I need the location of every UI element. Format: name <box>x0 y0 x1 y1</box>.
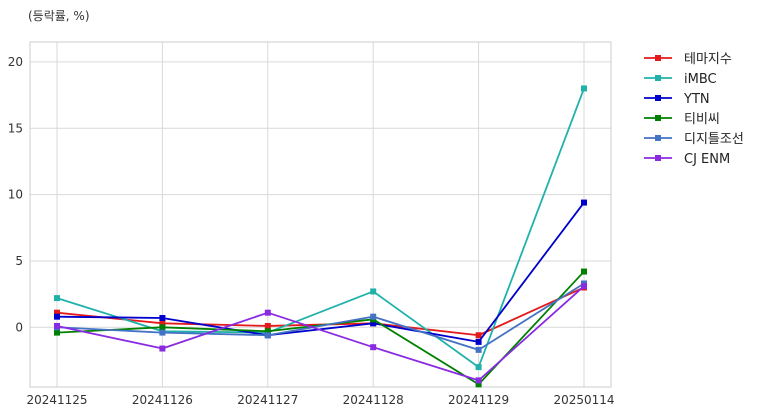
data-point <box>475 338 482 345</box>
legend-item: CJ ENM <box>644 152 730 167</box>
data-point <box>159 329 166 336</box>
x-tick-label: 20241127 <box>237 393 298 407</box>
plot-area-border <box>29 41 612 388</box>
series-3 <box>54 268 587 388</box>
y-tick-label: 15 <box>8 121 23 135</box>
y-tick-label: 5 <box>15 254 23 268</box>
data-point <box>264 322 271 329</box>
y-tick-label: 20 <box>8 55 23 69</box>
series-line <box>56 285 585 382</box>
data-point <box>159 345 166 352</box>
legend-swatch-marker <box>655 115 661 121</box>
data-point <box>159 315 166 321</box>
data-point <box>159 320 166 327</box>
legend-swatch-marker <box>655 55 661 61</box>
data-point <box>264 309 271 316</box>
y-axis: 0 5 10 15 20 <box>8 55 23 334</box>
data-point <box>264 328 271 335</box>
data-point <box>581 199 587 206</box>
data-point <box>370 288 377 295</box>
data-point <box>581 268 587 275</box>
legend-label: YTN <box>683 92 710 107</box>
x-tick-label: 20241125 <box>26 393 87 407</box>
series-lines <box>54 85 587 388</box>
data-point <box>54 313 60 320</box>
data-point <box>54 322 60 329</box>
data-point <box>264 332 271 339</box>
legend-label: CJ ENM <box>684 152 730 167</box>
y-tick-label: 0 <box>15 320 23 334</box>
series-line <box>56 282 585 351</box>
x-axis: 20241125 20241126 20241127 20241128 20241129… <box>26 393 614 407</box>
data-point <box>370 320 377 327</box>
series-line <box>56 88 585 368</box>
grid <box>30 42 611 387</box>
unit-label: (등락률, %) <box>28 9 90 23</box>
x-tick-label: 20241129 <box>448 393 509 407</box>
legend-swatch-marker <box>655 155 661 161</box>
data-point <box>475 377 482 384</box>
legend-label: iMBC <box>684 72 717 87</box>
data-point <box>581 85 587 92</box>
legend-swatch-marker <box>655 95 661 101</box>
legend-label: 디지틀조선 <box>684 132 744 147</box>
legend-item: 디지틀조선 <box>644 132 744 147</box>
data-point <box>475 364 482 371</box>
legend-item: YTN <box>644 92 710 107</box>
data-point <box>581 283 587 290</box>
data-point <box>370 344 377 351</box>
series-line <box>56 270 585 386</box>
legend-label: 티비씨 <box>684 112 720 127</box>
data-point <box>54 329 60 336</box>
x-tick-label: 20241126 <box>132 393 193 407</box>
legend-item: 티비씨 <box>644 112 720 127</box>
legend-swatch-marker <box>655 135 661 141</box>
legend-label: 테마지수 <box>684 52 732 67</box>
data-point <box>54 295 60 302</box>
series-5 <box>54 283 587 384</box>
data-point <box>475 381 482 388</box>
data-point <box>54 309 60 316</box>
legend-item: 테마지수 <box>644 52 732 67</box>
legend-swatch-marker <box>655 75 661 81</box>
legend-item: iMBC <box>644 72 717 87</box>
x-tick-label: 20241128 <box>343 393 404 407</box>
data-point <box>475 346 482 353</box>
data-point <box>370 313 377 320</box>
x-tick-label: 20250114 <box>553 393 614 407</box>
y-tick-label: 10 <box>8 188 23 202</box>
data-point <box>159 324 166 331</box>
data-point <box>475 332 482 339</box>
